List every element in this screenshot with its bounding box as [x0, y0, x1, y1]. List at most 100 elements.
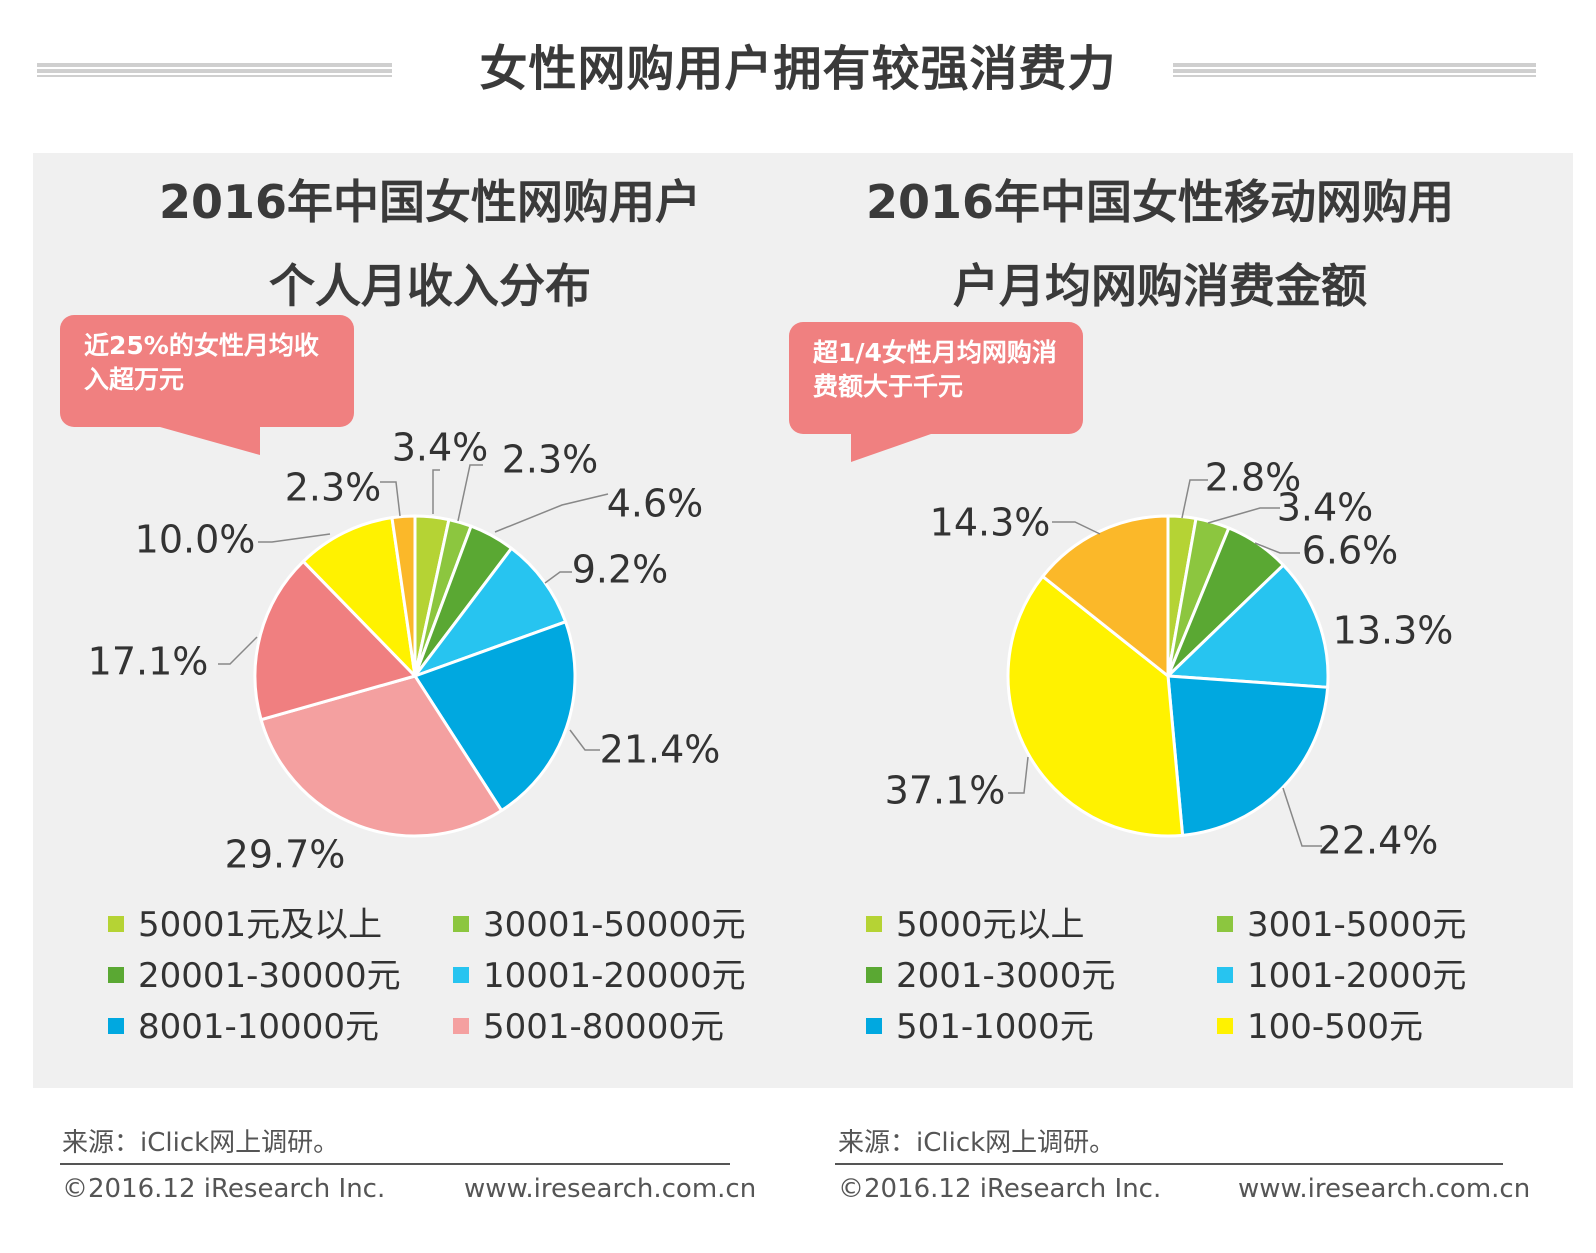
website-left[interactable]: www.iresearch.com.cn — [464, 1174, 757, 1204]
website-right[interactable]: www.iresearch.com.cn — [1238, 1174, 1531, 1204]
legend-label: 10001-20000元 — [483, 956, 746, 996]
legend-label: 2001-3000元 — [896, 956, 1116, 996]
data-label: 17.1% — [88, 640, 209, 684]
page-title: 女性网购用户拥有较强消费力 — [479, 41, 1117, 97]
data-label: 29.7% — [225, 833, 346, 877]
title-decor-right — [1173, 63, 1536, 77]
legend-swatch — [453, 1017, 469, 1034]
footer-divider-right — [835, 1163, 1503, 1165]
legend-item: 5001-80000元 — [453, 1007, 724, 1047]
data-label: 10.0% — [135, 518, 256, 562]
legend-item: 2001-3000元 — [866, 956, 1115, 996]
data-label: 37.1% — [885, 769, 1006, 813]
pie-slice — [253, 559, 417, 722]
legend-swatch — [453, 915, 469, 932]
legend-item: 3001-5000元 — [1217, 905, 1466, 945]
legend-swatch — [1217, 915, 1233, 932]
legend-label: 5001-80000元 — [483, 1007, 724, 1047]
chart-title-left-line2: 个人月收入分布 — [269, 259, 591, 313]
leader-line — [544, 571, 572, 584]
chart-title-left: 2016年中国女性网购用户 个人月收入分布 — [100, 160, 760, 328]
legend-item: 100-500元 — [1217, 1007, 1423, 1047]
footer-divider-left — [60, 1163, 730, 1165]
source-note-left: 来源：iClick网上调研。 — [62, 1128, 340, 1158]
legend-item: 10001-20000元 — [453, 956, 746, 996]
data-label: 2.8% — [1205, 456, 1302, 500]
data-label: 14.3% — [930, 501, 1051, 545]
leader-line — [218, 636, 258, 665]
legend-swatch — [1217, 966, 1233, 983]
legend-swatch — [453, 966, 469, 983]
legend-swatch — [866, 1017, 882, 1034]
leader-line — [569, 729, 600, 751]
copyright-right: ©2016.12 iResearch Inc. — [838, 1174, 1162, 1204]
legend-label: 1001-2000元 — [1247, 956, 1467, 996]
data-label: 2.3% — [502, 438, 599, 482]
chart-title-left-line1: 2016年中国女性网购用户 — [158, 175, 702, 229]
legend-label: 100-500元 — [1247, 1007, 1424, 1047]
data-label: 4.6% — [607, 482, 704, 526]
legend-swatch — [108, 966, 124, 983]
leader-line — [258, 533, 331, 543]
legend-item: 1001-2000元 — [1217, 956, 1466, 996]
legend-label: 50001元及以上 — [138, 905, 383, 945]
legend-item: 20001-30000元 — [108, 956, 401, 996]
data-label: 22.4% — [1318, 819, 1439, 863]
leader-line — [1181, 479, 1208, 519]
legend-swatch — [866, 966, 882, 983]
legend-swatch — [866, 915, 882, 932]
pie-slice — [390, 514, 417, 678]
legend-label: 20001-30000元 — [138, 956, 401, 996]
leader-line — [1207, 507, 1280, 524]
pie-slice — [1166, 563, 1330, 689]
leader-line — [457, 464, 483, 522]
data-label: 6.6% — [1302, 529, 1399, 573]
copyright-left: ©2016.12 iResearch Inc. — [62, 1174, 386, 1204]
legend-item: 50001元及以上 — [108, 905, 382, 945]
pie-left: 3.4% 2.3%4.6%9.2%21.4%29.7%17.1%10.0%2.3% — [88, 426, 721, 877]
pie-slice — [1041, 514, 1170, 678]
leader-line — [1282, 787, 1322, 847]
chart-title-right-line2: 户月均网购消费金额 — [953, 259, 1367, 313]
callout-right: 超1/4女性月均网购消费额大于千元 — [789, 322, 1083, 462]
callout-left-text: 近25%的女性月均收入超万元 — [84, 331, 319, 394]
pie-slice — [413, 620, 577, 813]
legend-label: 8001-10000元 — [138, 1007, 379, 1047]
leader-line — [432, 469, 440, 514]
callout-left: 近25%的女性月均收入超万元 — [60, 315, 354, 455]
leader-line — [380, 481, 401, 517]
pie-slice — [1166, 674, 1330, 837]
leader-line — [1254, 542, 1300, 554]
legend-swatch — [108, 915, 124, 932]
legend-item: 501-1000元 — [866, 1007, 1094, 1047]
pie-slice — [301, 516, 417, 678]
leader-line — [1008, 756, 1029, 794]
data-label: 3.4% — [1277, 486, 1374, 530]
data-label: 2.3% — [285, 466, 382, 510]
pie-slice — [413, 546, 568, 678]
legend-swatch — [108, 1017, 124, 1034]
pie-right: 2.8%3.4%6.6% 13.3% 22.4% 37.1% 14.3% — [885, 456, 1454, 863]
leader-line — [494, 493, 609, 533]
legend-label: 501-1000元 — [896, 1007, 1094, 1047]
callout-left-tail — [160, 427, 260, 455]
chart-title-right: 2016年中国女性移动网购用 户月均网购消费金额 — [830, 160, 1490, 328]
source-note-right: 来源：iClick网上调研。 — [838, 1128, 1116, 1158]
data-label: 3.4% — [392, 426, 489, 470]
data-label: 13.3% — [1333, 609, 1454, 653]
data-label: 9.2% — [572, 548, 669, 592]
legend-label: 5000元以上 — [896, 905, 1085, 945]
legend-label: 3001-5000元 — [1247, 905, 1467, 945]
legend-label: 30001-50000元 — [483, 905, 746, 945]
legend-swatch — [1217, 1017, 1233, 1034]
legend-item: 30001-50000元 — [453, 905, 746, 945]
legend-item: 8001-10000元 — [108, 1007, 379, 1047]
chart-title-right-line1: 2016年中国女性移动网购用 — [865, 175, 1455, 229]
pie-slice — [259, 674, 504, 838]
pie-slice — [1006, 574, 1185, 838]
data-label: 21.4% — [600, 728, 721, 772]
legend-item: 5000元以上 — [866, 905, 1085, 945]
leader-line — [1052, 521, 1101, 535]
title-decor-left — [37, 63, 392, 77]
